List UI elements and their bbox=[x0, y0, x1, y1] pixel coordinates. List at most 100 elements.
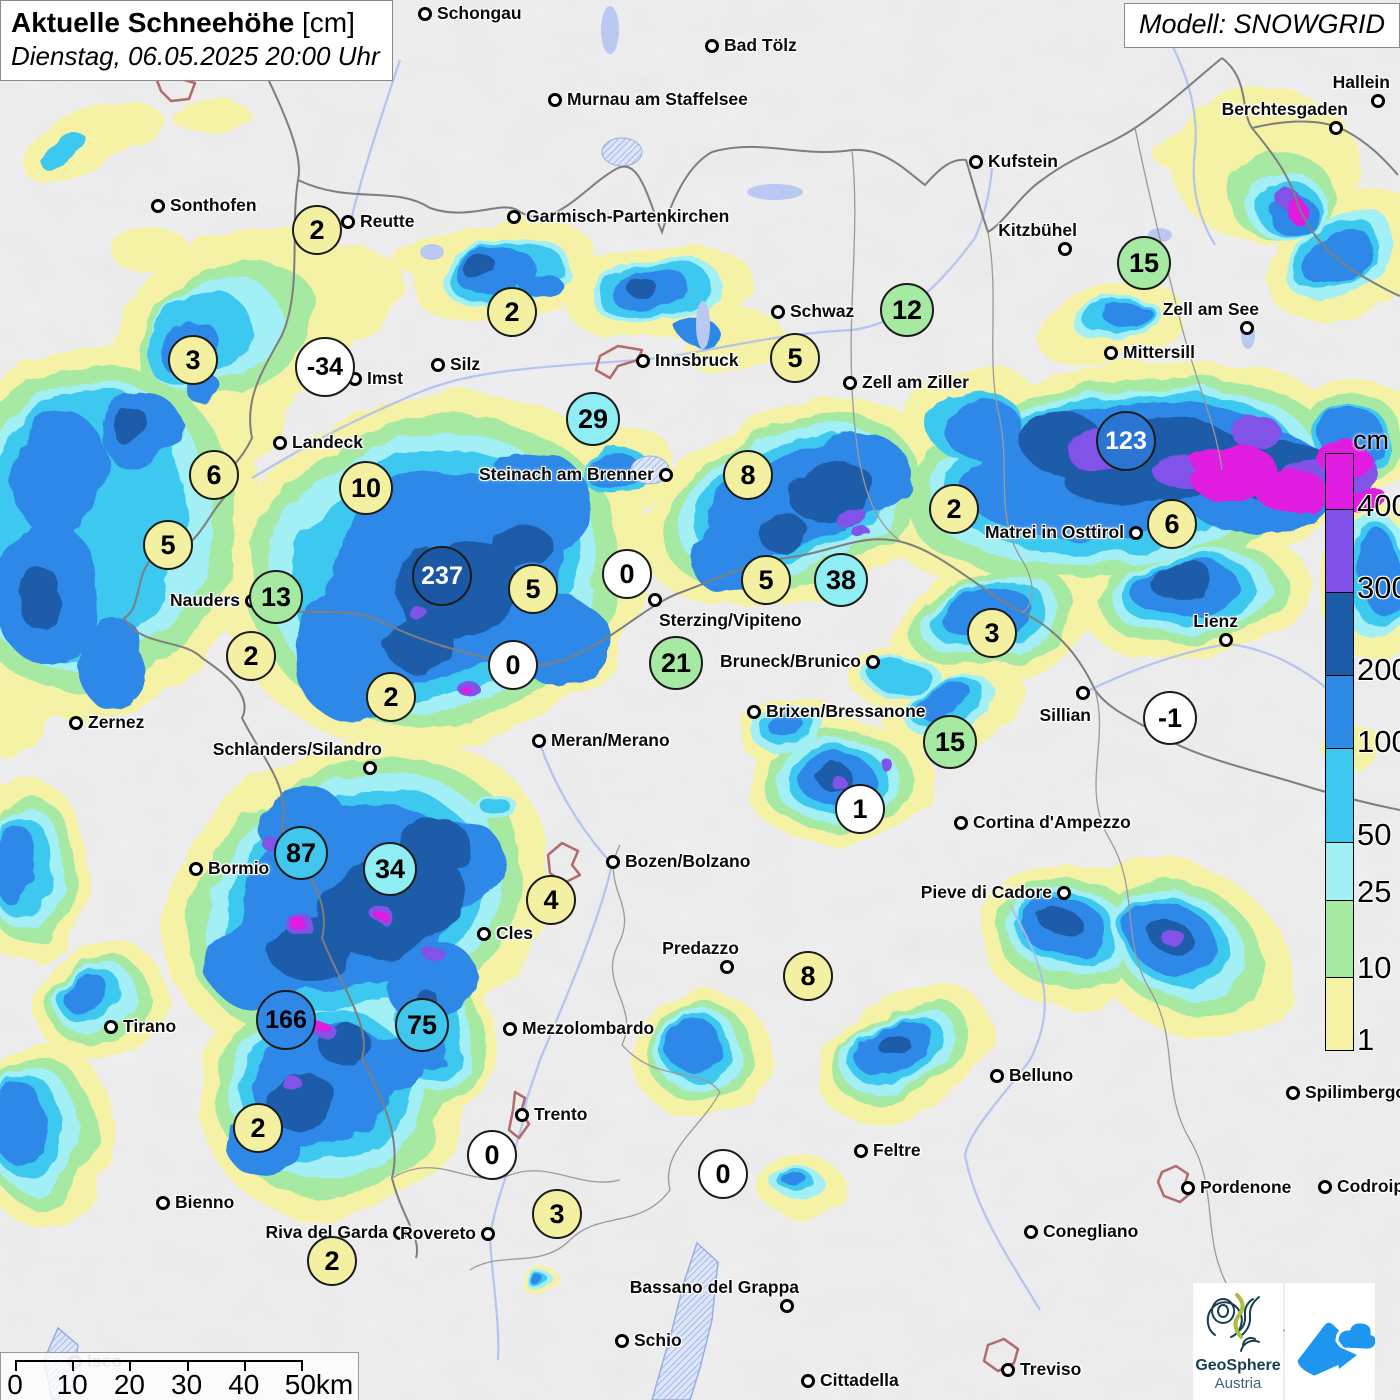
city-label: Bozen/Bolzano bbox=[625, 851, 751, 872]
city-marker-icon bbox=[1329, 121, 1343, 135]
geosphere-logo-icon bbox=[1206, 1293, 1260, 1352]
city-marker-icon bbox=[151, 199, 165, 213]
city-marker-icon bbox=[1181, 1181, 1195, 1195]
legend-color-segment bbox=[1326, 901, 1353, 978]
city-label: Garmisch-Partenkirchen bbox=[526, 206, 730, 227]
scale-bar-tick bbox=[72, 1360, 75, 1371]
city-marker-icon bbox=[648, 593, 662, 607]
city-label: Mezzolombardo bbox=[522, 1018, 655, 1039]
city-label: Pordenone bbox=[1200, 1177, 1292, 1198]
snow-value-badge: 3 bbox=[168, 335, 218, 385]
city-label: Belluno bbox=[1009, 1065, 1074, 1086]
city-marker-icon bbox=[515, 1108, 529, 1122]
legend-color-segment bbox=[1326, 843, 1353, 901]
legend-tick-label: 100 bbox=[1357, 724, 1400, 760]
scale-bar-tick bbox=[186, 1360, 189, 1371]
legend-colorbar bbox=[1325, 453, 1354, 1051]
city-label: Cittadella bbox=[820, 1370, 899, 1391]
city-label: Brixen/Bressanone bbox=[766, 701, 926, 722]
city-marker-icon bbox=[720, 960, 734, 974]
snow-value-badge: 2 bbox=[226, 631, 276, 681]
city-label: Pieve di Cadore bbox=[920, 882, 1052, 903]
legend-tick-label: 400 bbox=[1357, 488, 1400, 524]
city-label: Rovereto bbox=[400, 1223, 476, 1244]
snow-value-badge: 2 bbox=[233, 1103, 283, 1153]
snow-value-badge: -34 bbox=[295, 337, 355, 397]
city-marker-icon bbox=[1240, 321, 1254, 335]
city-label: Feltre bbox=[873, 1140, 921, 1161]
city-marker-icon bbox=[393, 1226, 407, 1240]
city-label: Conegliano bbox=[1043, 1221, 1139, 1242]
city-marker-icon bbox=[548, 93, 562, 107]
geosphere-logo: GeoSphere Austria bbox=[1193, 1283, 1283, 1400]
scale-bar-tick bbox=[243, 1360, 246, 1371]
city-marker-icon bbox=[418, 7, 432, 21]
snow-value-badge: 75 bbox=[395, 998, 449, 1052]
snow-value-badge: 15 bbox=[1117, 236, 1171, 290]
city-marker-icon bbox=[156, 1196, 170, 1210]
snow-value-badge: 1 bbox=[835, 784, 885, 834]
snow-value-badge: 2 bbox=[929, 484, 979, 534]
snow-value-badge: 0 bbox=[488, 640, 538, 690]
legend-unit-label: cm bbox=[1353, 425, 1389, 455]
scale-bar-label: 50km bbox=[284, 1369, 354, 1400]
city-label: Cles bbox=[496, 923, 533, 944]
snow-value-badge: 3 bbox=[532, 1189, 582, 1239]
geosphere-logo-name: GeoSphere bbox=[1195, 1357, 1281, 1374]
city-label: Mittersill bbox=[1123, 342, 1195, 363]
legend-tick-label: 10 bbox=[1357, 950, 1392, 986]
legend-tick-label: 25 bbox=[1357, 874, 1392, 910]
snow-value-badge: 87 bbox=[274, 826, 328, 880]
city-marker-icon bbox=[341, 215, 355, 229]
city-marker-icon bbox=[780, 1299, 794, 1313]
snow-value-badge: 0 bbox=[467, 1130, 517, 1180]
city-label: Hallein bbox=[1332, 72, 1390, 92]
scale-bar-tick bbox=[15, 1360, 17, 1371]
model-label: Modell: SNOWGRID bbox=[1138, 9, 1385, 39]
city-marker-icon bbox=[507, 210, 521, 224]
snow-value-badge: 29 bbox=[566, 392, 620, 446]
snow-value-badge: 6 bbox=[1147, 499, 1197, 549]
snow-value-badge: 5 bbox=[143, 520, 193, 570]
snow-value-badge: 123 bbox=[1096, 411, 1156, 471]
snow-value-badge: 5 bbox=[770, 333, 820, 383]
city-label: Matrei in Osttirol bbox=[984, 522, 1124, 543]
city-label: Landeck bbox=[292, 432, 363, 453]
snow-value-badge: 237 bbox=[412, 546, 472, 606]
city-label: Lienz bbox=[1193, 611, 1238, 631]
city-marker-icon bbox=[606, 855, 620, 869]
city-marker-icon bbox=[104, 1020, 118, 1034]
city-label: Murnau am Staffelsee bbox=[567, 89, 748, 110]
city-marker-icon bbox=[636, 354, 650, 368]
snow-value-badge: 10 bbox=[339, 461, 393, 515]
borders-layer bbox=[122, 39, 1400, 1259]
city-marker-icon bbox=[659, 468, 673, 482]
legend-color-segment bbox=[1326, 510, 1353, 593]
snow-value-badge: 6 bbox=[189, 450, 239, 500]
city-marker-icon bbox=[615, 1334, 629, 1348]
city-label: Kufstein bbox=[988, 151, 1058, 172]
snow-value-badge: 166 bbox=[256, 990, 316, 1050]
city-label: Schio bbox=[634, 1330, 682, 1351]
city-label: Riva del Garda bbox=[265, 1222, 388, 1243]
legend-color-segment bbox=[1326, 978, 1353, 1050]
city-label: Spilimbergo bbox=[1305, 1082, 1400, 1103]
city-label: Bad Tölz bbox=[724, 35, 797, 56]
legend-color-segment bbox=[1326, 593, 1353, 676]
snow-value-badge: 2 bbox=[307, 1236, 357, 1286]
snow-value-badge: 0 bbox=[698, 1149, 748, 1199]
snow-value-badge: 4 bbox=[526, 875, 576, 925]
city-marker-icon bbox=[477, 927, 491, 941]
city-label: Predazzo bbox=[662, 938, 739, 958]
city-label: Bruneck/Brunico bbox=[720, 651, 861, 672]
scale-bar-tick bbox=[129, 1360, 132, 1371]
map-title-unit: [cm] bbox=[294, 7, 355, 38]
city-marker-icon bbox=[481, 1227, 495, 1241]
city-label: Zell am See bbox=[1162, 299, 1259, 319]
city-label: Schwaz bbox=[790, 301, 855, 322]
city-label: Nauders bbox=[169, 590, 240, 611]
snow-value-badge: 21 bbox=[649, 636, 703, 690]
snow-value-badge: 3 bbox=[967, 608, 1017, 658]
avalanche-logo-icon bbox=[1297, 1320, 1379, 1376]
